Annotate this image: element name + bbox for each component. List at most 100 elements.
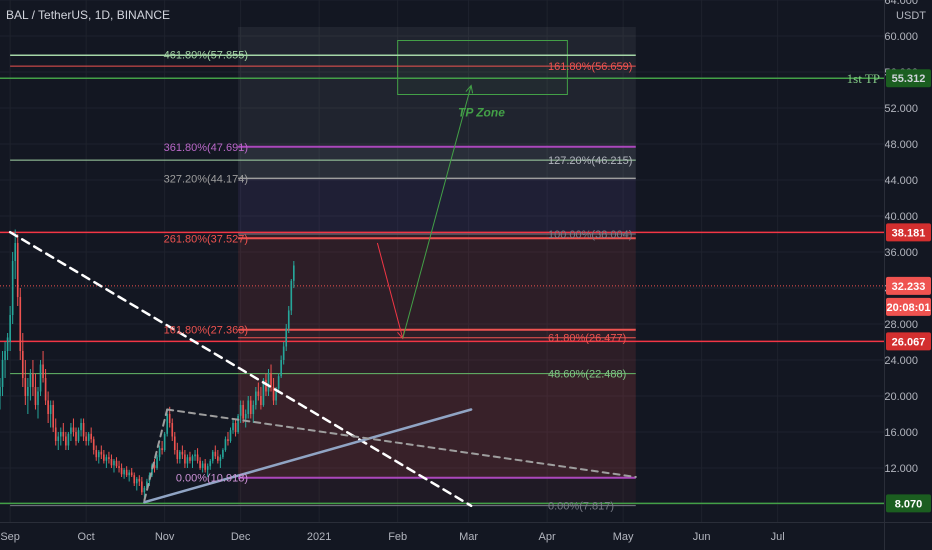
candle-body xyxy=(100,451,103,455)
chart-title: BAL / TetherUS, 1D, BINANCE xyxy=(6,8,171,22)
candle-body xyxy=(234,423,237,432)
candle-body xyxy=(128,472,131,476)
candle-body xyxy=(82,423,85,437)
fib-label: 161.80%(27.363) xyxy=(164,325,248,337)
price-tick-label: 12.000 xyxy=(884,463,918,475)
trendline xyxy=(8,230,473,508)
price-badge-label: 8.070 xyxy=(895,498,923,510)
candle-body xyxy=(211,451,214,461)
candle-body xyxy=(16,243,19,297)
fib-label: 48.60%(22.488) xyxy=(548,369,626,381)
price-badge-label: 55.312 xyxy=(892,73,926,85)
price-badge-label: 32.233 xyxy=(892,281,926,293)
candle-body xyxy=(194,454,196,457)
candle-body xyxy=(219,457,222,461)
price-badges: 55.312 1st TP 38.181 32.233 20:08:01 26.067 8.… xyxy=(847,69,931,513)
price-axis-bg xyxy=(885,0,932,550)
arrow-line xyxy=(402,85,472,339)
price-tick-label: 24.000 xyxy=(884,355,918,367)
price-badge-label: 38.181 xyxy=(892,227,926,239)
candle-body xyxy=(24,378,27,396)
candle-body xyxy=(6,337,9,351)
candle-body xyxy=(95,450,98,458)
candle-body xyxy=(27,387,29,396)
candle-body xyxy=(146,481,148,488)
time-tick-label: Feb xyxy=(388,531,407,543)
zone-rect xyxy=(238,146,636,179)
candle-body xyxy=(130,472,133,476)
candle-body xyxy=(184,454,186,464)
time-tick-label: Dec xyxy=(231,531,251,543)
candle-body xyxy=(222,450,224,458)
candle-body xyxy=(257,391,260,396)
fib-label: 327.20%(44.174) xyxy=(164,173,248,185)
candle-body xyxy=(237,415,239,432)
candle-body xyxy=(181,451,184,455)
candle-body xyxy=(217,456,219,461)
candle-body xyxy=(123,469,125,475)
candle-body xyxy=(135,478,138,484)
currency-label[interactable]: USDT xyxy=(896,10,926,22)
fib-label: 161.80%(56.659) xyxy=(548,61,632,73)
candle-body xyxy=(229,430,232,441)
candle-body xyxy=(113,460,115,466)
price-badge xyxy=(886,69,931,88)
price-tick-label: 28.000 xyxy=(884,319,918,331)
badge-caption: 1st TP xyxy=(847,71,880,86)
candle-body xyxy=(21,351,24,378)
time-tick-label: Oct xyxy=(78,531,95,543)
candle-body xyxy=(189,457,191,461)
time-axis[interactable]: Sep Oct Nov Dec 2021 Feb Mar Apr May Jun Jul xyxy=(0,531,784,543)
candle-body xyxy=(92,439,95,450)
candle-body xyxy=(270,373,272,387)
price-tick-label: 60.000 xyxy=(884,31,918,43)
trendline xyxy=(143,408,169,502)
candle-body xyxy=(163,433,166,450)
price-badge xyxy=(886,223,931,242)
candle-body xyxy=(57,436,60,441)
fib-label: 0.00%(7.817) xyxy=(548,501,614,513)
price-tick-label: 20.000 xyxy=(884,391,918,403)
candle-body xyxy=(290,280,293,311)
candle-body xyxy=(244,414,247,419)
candle-body xyxy=(196,454,199,461)
candle-body xyxy=(168,414,171,423)
price-axis[interactable]: 64.00060.00056.00052.00048.00044.00040.0… xyxy=(884,0,932,550)
candle-body xyxy=(252,405,255,414)
candle-body xyxy=(110,459,113,466)
candle-body xyxy=(125,469,128,476)
candle-body xyxy=(242,405,244,419)
candle-body xyxy=(54,427,57,441)
candle-body xyxy=(141,481,143,493)
price-badge xyxy=(886,494,931,513)
candle-body xyxy=(37,391,39,405)
candle-body xyxy=(201,463,204,468)
candle-body xyxy=(32,373,34,387)
candle-body xyxy=(65,436,67,446)
candle-body xyxy=(227,439,229,441)
fib-label: 0.00%(10.918) xyxy=(176,473,248,485)
price-badge-label: 20:08:01 xyxy=(886,302,930,314)
fib-label: 361.80%(47.691) xyxy=(164,142,248,154)
fib-label: 261.80%(37.527) xyxy=(164,233,248,245)
price-tick-label: 16.000 xyxy=(884,427,918,439)
time-tick-label: Sep xyxy=(0,531,20,543)
zone-rect xyxy=(397,40,568,95)
candle-body xyxy=(72,427,75,432)
candle-body xyxy=(176,450,179,459)
arrow-head xyxy=(465,84,474,94)
candle-body xyxy=(138,478,141,482)
candle-body xyxy=(206,466,209,470)
time-tick-label: Apr xyxy=(539,531,556,543)
candle-body xyxy=(277,376,280,389)
candle-body xyxy=(179,451,181,459)
candle-body xyxy=(292,265,295,281)
candle-body xyxy=(39,364,42,392)
candle-body xyxy=(108,457,110,459)
candle-body xyxy=(115,460,118,467)
candle-body xyxy=(186,457,189,464)
candle-body xyxy=(153,465,156,468)
candle-body xyxy=(262,379,265,405)
candle-body xyxy=(85,436,87,441)
